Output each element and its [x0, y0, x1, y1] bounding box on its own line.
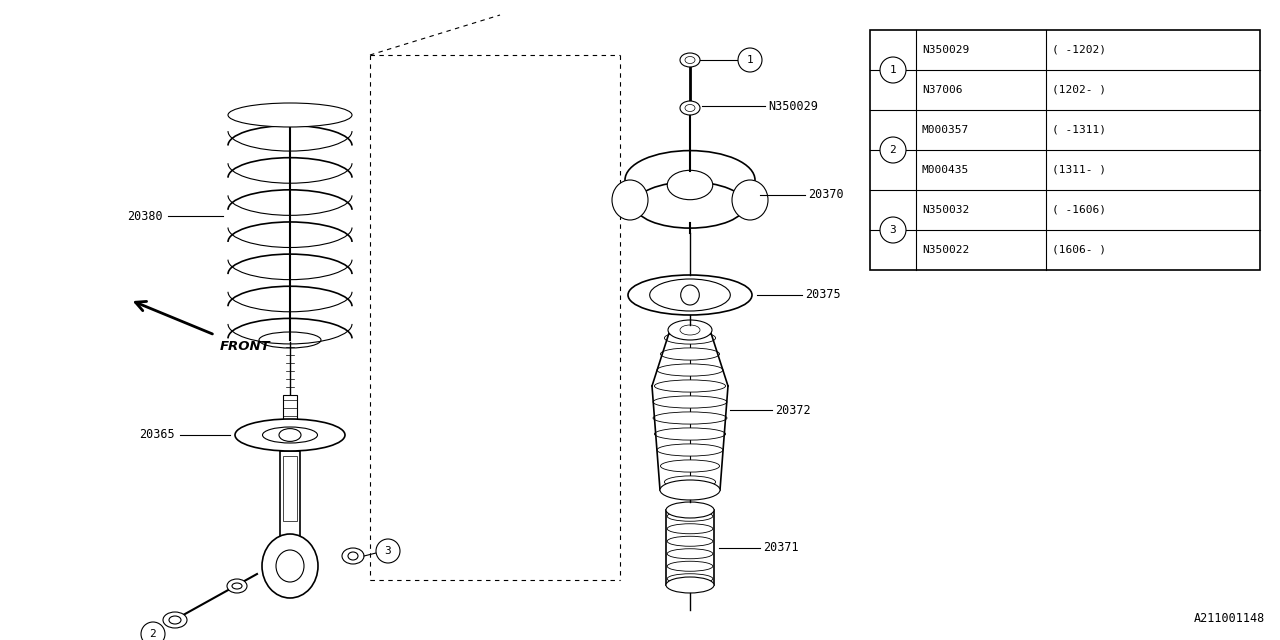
Text: 20375: 20375	[805, 289, 841, 301]
Text: FRONT: FRONT	[220, 340, 270, 353]
Text: 20372: 20372	[774, 403, 810, 417]
Text: M000435: M000435	[922, 165, 969, 175]
Ellipse shape	[236, 419, 346, 451]
Ellipse shape	[667, 561, 713, 572]
Text: N350022: N350022	[922, 245, 969, 255]
Text: 1: 1	[746, 55, 754, 65]
Ellipse shape	[660, 480, 719, 500]
Ellipse shape	[348, 552, 358, 560]
Text: (1311- ): (1311- )	[1052, 165, 1106, 175]
Circle shape	[881, 57, 906, 83]
Ellipse shape	[169, 616, 180, 624]
Ellipse shape	[680, 101, 700, 115]
Ellipse shape	[664, 332, 716, 344]
Ellipse shape	[227, 579, 247, 593]
Text: N350029: N350029	[768, 99, 818, 113]
Ellipse shape	[667, 511, 713, 521]
Ellipse shape	[262, 427, 317, 443]
Ellipse shape	[635, 182, 745, 228]
Ellipse shape	[342, 548, 364, 564]
Ellipse shape	[657, 364, 723, 376]
Bar	[280, 451, 300, 546]
Text: N350032: N350032	[922, 205, 969, 215]
Text: 20380: 20380	[128, 210, 163, 223]
Circle shape	[881, 217, 906, 243]
Circle shape	[739, 48, 762, 72]
Bar	[283, 395, 297, 425]
Text: (1606- ): (1606- )	[1052, 245, 1106, 255]
Ellipse shape	[625, 150, 755, 209]
Ellipse shape	[667, 536, 713, 547]
Text: 20370: 20370	[808, 189, 844, 202]
Text: 2: 2	[150, 629, 156, 639]
Ellipse shape	[664, 476, 716, 488]
Ellipse shape	[732, 180, 768, 220]
Text: 2: 2	[890, 145, 896, 155]
Ellipse shape	[668, 320, 712, 340]
Text: 3: 3	[890, 225, 896, 235]
Bar	[283, 456, 297, 521]
Ellipse shape	[262, 534, 317, 598]
Circle shape	[141, 622, 165, 640]
Text: M000357: M000357	[922, 125, 969, 135]
Ellipse shape	[653, 412, 727, 424]
Ellipse shape	[628, 275, 753, 315]
Ellipse shape	[228, 103, 352, 127]
Ellipse shape	[667, 170, 713, 200]
Ellipse shape	[666, 577, 714, 593]
Ellipse shape	[666, 502, 714, 518]
Ellipse shape	[667, 548, 713, 559]
Text: ( -1311): ( -1311)	[1052, 125, 1106, 135]
Text: 20371: 20371	[763, 541, 799, 554]
Ellipse shape	[657, 444, 723, 456]
Text: A211001148: A211001148	[1194, 612, 1265, 625]
Ellipse shape	[667, 573, 713, 584]
Text: (1202- ): (1202- )	[1052, 85, 1106, 95]
Text: 3: 3	[384, 546, 392, 556]
Ellipse shape	[232, 583, 242, 589]
Text: ( -1202): ( -1202)	[1052, 45, 1106, 55]
Ellipse shape	[163, 612, 187, 628]
Text: 20365: 20365	[140, 429, 175, 442]
Circle shape	[881, 137, 906, 163]
Ellipse shape	[650, 279, 731, 311]
Text: N350029: N350029	[922, 45, 969, 55]
Ellipse shape	[654, 380, 726, 392]
Circle shape	[376, 539, 399, 563]
Ellipse shape	[680, 53, 700, 67]
Ellipse shape	[660, 348, 719, 360]
Ellipse shape	[660, 460, 719, 472]
Bar	[870, 30, 1260, 270]
Ellipse shape	[276, 550, 305, 582]
Text: N37006: N37006	[922, 85, 963, 95]
Ellipse shape	[667, 524, 713, 534]
Ellipse shape	[279, 429, 301, 442]
Ellipse shape	[654, 428, 726, 440]
Ellipse shape	[612, 180, 648, 220]
Text: 1: 1	[890, 65, 896, 75]
Text: ( -1606): ( -1606)	[1052, 205, 1106, 215]
Ellipse shape	[653, 396, 727, 408]
